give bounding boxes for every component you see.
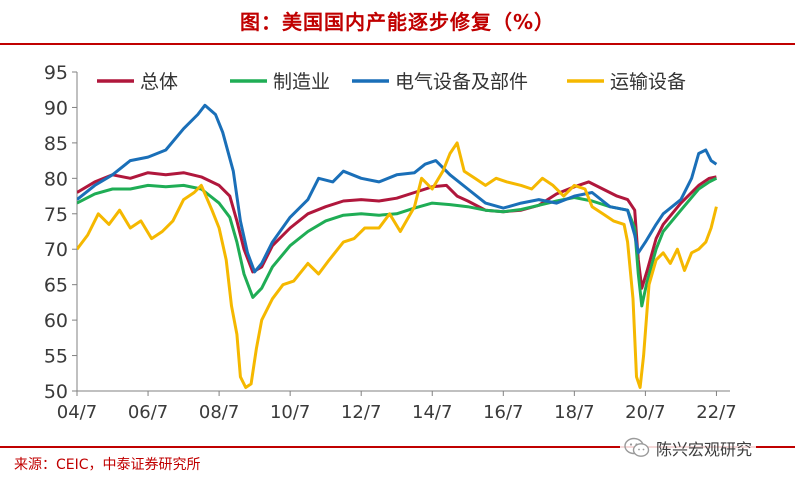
watermark: 陈兴宏观研究 (620, 435, 757, 461)
x-tick-label: 18/7 (554, 402, 594, 423)
x-tick-label: 06/7 (128, 402, 168, 423)
y-tick-label: 80 (44, 168, 68, 190)
line-chart: 50 55 60 65 70 75 80 85 90 95 04/7 06/7 08/7 10/7 12/7… (44, 62, 737, 423)
legend-label-1: 总体 (140, 71, 178, 93)
y-tick-label: 75 (44, 204, 68, 226)
chart-title: 图：美国国内产能逐步修复（%） (239, 10, 556, 34)
y-tick-label: 60 (44, 310, 68, 332)
x-tick-label: 14/7 (412, 402, 452, 423)
series-line-1 (77, 171, 717, 290)
series-line-4 (77, 141, 718, 389)
footer-divider (0, 446, 795, 448)
chart-axes: 50 55 60 65 70 75 80 85 90 95 04/7 06/7 08/7 10/7 12/7… (44, 62, 737, 423)
y-tick-label: 85 (44, 133, 68, 155)
y-tick-label: 55 (44, 346, 68, 368)
x-tick-label: 20/7 (625, 402, 665, 423)
x-tick-label: 08/7 (199, 402, 239, 423)
source-note: 来源：CEIC，中泰证券研究所 (14, 457, 201, 473)
series-line-3 (77, 103, 718, 274)
wechat-icon (624, 437, 650, 457)
y-tick-label: 50 (44, 381, 68, 403)
chart-legend: 总体 制造业 电气设备及部件 运输设备 (97, 71, 686, 93)
legend-label-2: 制造业 (273, 71, 330, 93)
y-tick-label: 90 (44, 97, 68, 119)
legend-label-3: 电气设备及部件 (395, 71, 528, 93)
y-tick-label: 95 (44, 62, 68, 84)
x-tick-label: 04/7 (57, 402, 97, 423)
y-tick-label: 65 (44, 275, 68, 297)
x-tick-label: 12/7 (341, 402, 381, 423)
x-tick-label: 10/7 (270, 402, 310, 423)
y-tick-label: 70 (44, 239, 68, 261)
x-tick-label: 22/7 (696, 402, 736, 423)
legend-label-4: 运输设备 (610, 71, 686, 93)
chart-lines (77, 103, 718, 389)
title-divider (0, 43, 795, 45)
watermark-text: 陈兴宏观研究 (656, 440, 753, 459)
x-tick-label: 16/7 (483, 402, 523, 423)
